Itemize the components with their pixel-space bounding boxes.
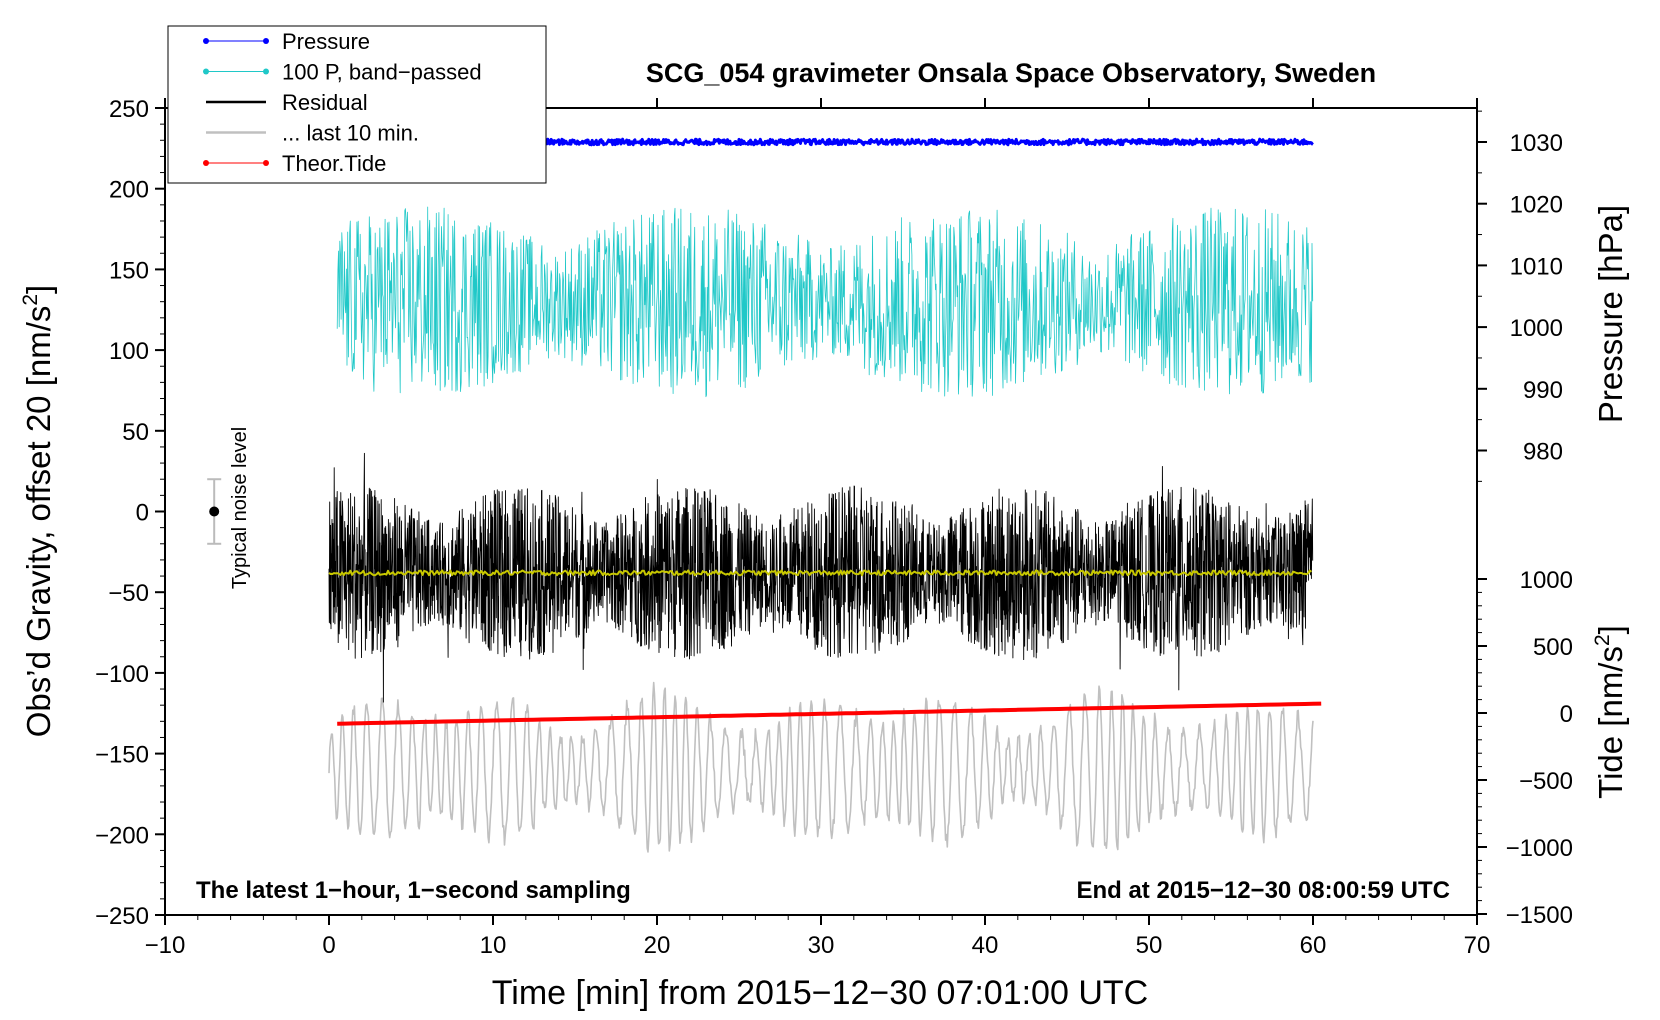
legend-label: ... last 10 min.	[282, 121, 419, 146]
series-100p-band-passed	[336, 206, 1314, 398]
legend-swatch-dot	[263, 160, 269, 166]
y-tick-label: −200	[95, 822, 149, 849]
tide-tick-label: 0	[1560, 701, 1573, 728]
y-axis-pressure: 1030 1020 1010 1000 990 980	[1477, 110, 1563, 482]
legend-swatch-dot	[203, 160, 209, 166]
legend-label: Pressure	[282, 29, 370, 54]
x-tick-label: 70	[1464, 932, 1491, 959]
y-tick-label: −250	[95, 903, 149, 930]
y-tick-label: 250	[109, 96, 149, 123]
series-residual-mean	[328, 569, 1312, 577]
pressure-tick-label: 1030	[1510, 130, 1563, 157]
x-tick-label: 20	[644, 932, 671, 959]
tide-axis-label: Tide [nm/s2]	[1591, 625, 1629, 799]
y-tick-label: 100	[109, 338, 149, 365]
legend-swatch-dot	[263, 68, 269, 75]
pressure-tick-label: 1010	[1510, 253, 1563, 280]
tide-tick-label: 1000	[1520, 567, 1573, 594]
tide-axis-label-end: ]	[1592, 625, 1629, 634]
x-tick-label: 30	[808, 932, 835, 959]
y-tick-label: 50	[122, 419, 149, 446]
y-axis-gravity: 250 200 150 100 50 0 −50 −100 −150 −200 −250	[95, 96, 165, 930]
legend-label: Residual	[282, 90, 368, 115]
x-tick-label: 40	[972, 932, 999, 959]
series-theor-tide	[337, 701, 1322, 726]
x-axis-label: Time [min] from 2015−12−30 07:01:00 UTC	[492, 974, 1148, 1012]
series-last-10-min	[328, 681, 1314, 853]
pressure-tick-label: 980	[1523, 439, 1563, 466]
annotation-right: End at 2015−12−30 08:00:59 UTC	[1076, 877, 1450, 904]
legend-label: Theor.Tide	[282, 151, 386, 176]
series-group	[328, 137, 1322, 853]
legend: Pressure 100 P, band−passed Residual ... la…	[167, 25, 547, 184]
tide-tick-label: −1000	[1506, 835, 1573, 862]
y-axis-label-main: Obs’d Gravity, offset 20 [nm/s	[20, 306, 57, 738]
legend-swatch-dot	[203, 68, 209, 75]
pressure-tick-label: 1020	[1510, 192, 1563, 219]
y-tick-label: 150	[109, 257, 149, 284]
legend-box	[167, 25, 547, 184]
pressure-axis-label: Pressure [hPa]	[1592, 205, 1629, 423]
y-tick-label: 200	[109, 177, 149, 204]
chart-title: SCG_054 gravimeter Onsala Space Observat…	[646, 58, 1376, 88]
y-axis-tide: 1000 500 0 −500 −1000 −1500	[1477, 567, 1573, 929]
x-tick-label: −10	[145, 932, 186, 959]
x-axis: −10 0 10 20 30 40 50 60 70	[145, 98, 1491, 959]
series-residual	[328, 452, 1314, 703]
x-tick-label: 10	[480, 932, 507, 959]
y-tick-label: −50	[108, 580, 149, 607]
y-tick-label: −150	[95, 742, 149, 769]
noise-level-indicator: Typical noise level	[207, 427, 251, 589]
noise-dot	[209, 506, 220, 517]
y-axis-label-sup: 2	[19, 294, 42, 306]
noise-label: Typical noise level	[229, 427, 251, 589]
x-tick-label: 0	[322, 932, 335, 959]
pressure-tick-label: 990	[1523, 377, 1563, 404]
legend-swatch-dot	[203, 38, 209, 44]
legend-swatch-dot	[263, 38, 269, 44]
y-axis-label-end: ]	[20, 285, 57, 294]
x-tick-label: 60	[1300, 932, 1327, 959]
y-tick-label: 0	[136, 500, 149, 527]
tide-tick-label: 500	[1533, 634, 1573, 661]
y-axis-label: Obs’d Gravity, offset 20 [nm/s2]	[19, 285, 57, 737]
annotation-left: The latest 1−hour, 1−second sampling	[196, 877, 631, 904]
pressure-tick-label: 1000	[1510, 315, 1563, 342]
tide-tick-label: −500	[1519, 768, 1573, 795]
y-tick-label: −100	[95, 661, 149, 688]
legend-label: 100 P, band−passed	[282, 60, 482, 85]
x-tick-label: 50	[1136, 932, 1163, 959]
tide-axis-label-main: Tide [nm/s	[1592, 646, 1629, 799]
tide-axis-label-sup: 2	[1591, 634, 1614, 646]
tide-tick-label: −1500	[1506, 902, 1573, 929]
